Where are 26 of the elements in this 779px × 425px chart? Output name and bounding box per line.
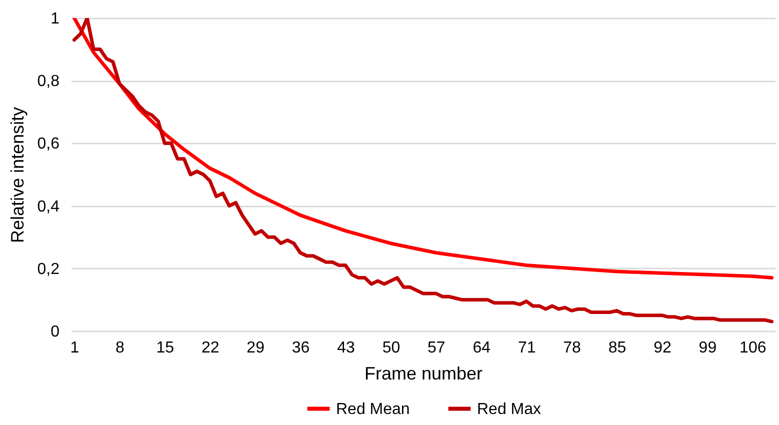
y-tick-label: 1 — [50, 10, 60, 28]
legend-label: Red Mean — [336, 400, 410, 418]
x-tick-label: 92 — [654, 340, 672, 356]
x-tick-label: 57 — [428, 340, 446, 356]
x-tick-label: 85 — [608, 340, 626, 356]
x-tick-label: 64 — [472, 340, 491, 356]
x-tick-label: 29 — [246, 340, 265, 356]
x-tick-label: 22 — [201, 340, 220, 356]
x-tick-label: 1 — [70, 340, 80, 356]
x-tick-label: 71 — [518, 340, 536, 356]
x-tick-label: 99 — [698, 340, 717, 356]
x-tick-label: 8 — [115, 340, 124, 356]
y-tick-label: 0,8 — [37, 73, 60, 90]
y-tick-label: 0,2 — [37, 260, 60, 278]
x-tick-label: 36 — [292, 340, 310, 356]
x-tick-label: 43 — [337, 340, 355, 356]
x-tick-label: 15 — [156, 340, 174, 356]
x-axis-title: Frame number — [364, 364, 483, 384]
legend-label: Red Max — [477, 400, 542, 418]
y-axis-title: Relative intensity — [7, 106, 28, 244]
y-tick-label: 0 — [50, 324, 60, 340]
y-tick-label: 0,4 — [37, 198, 60, 216]
y-tick-label: 0,6 — [37, 136, 60, 153]
x-tick-label: 50 — [382, 340, 400, 356]
x-tick-label: 78 — [563, 340, 582, 356]
x-tick-label: 106 — [740, 340, 766, 356]
